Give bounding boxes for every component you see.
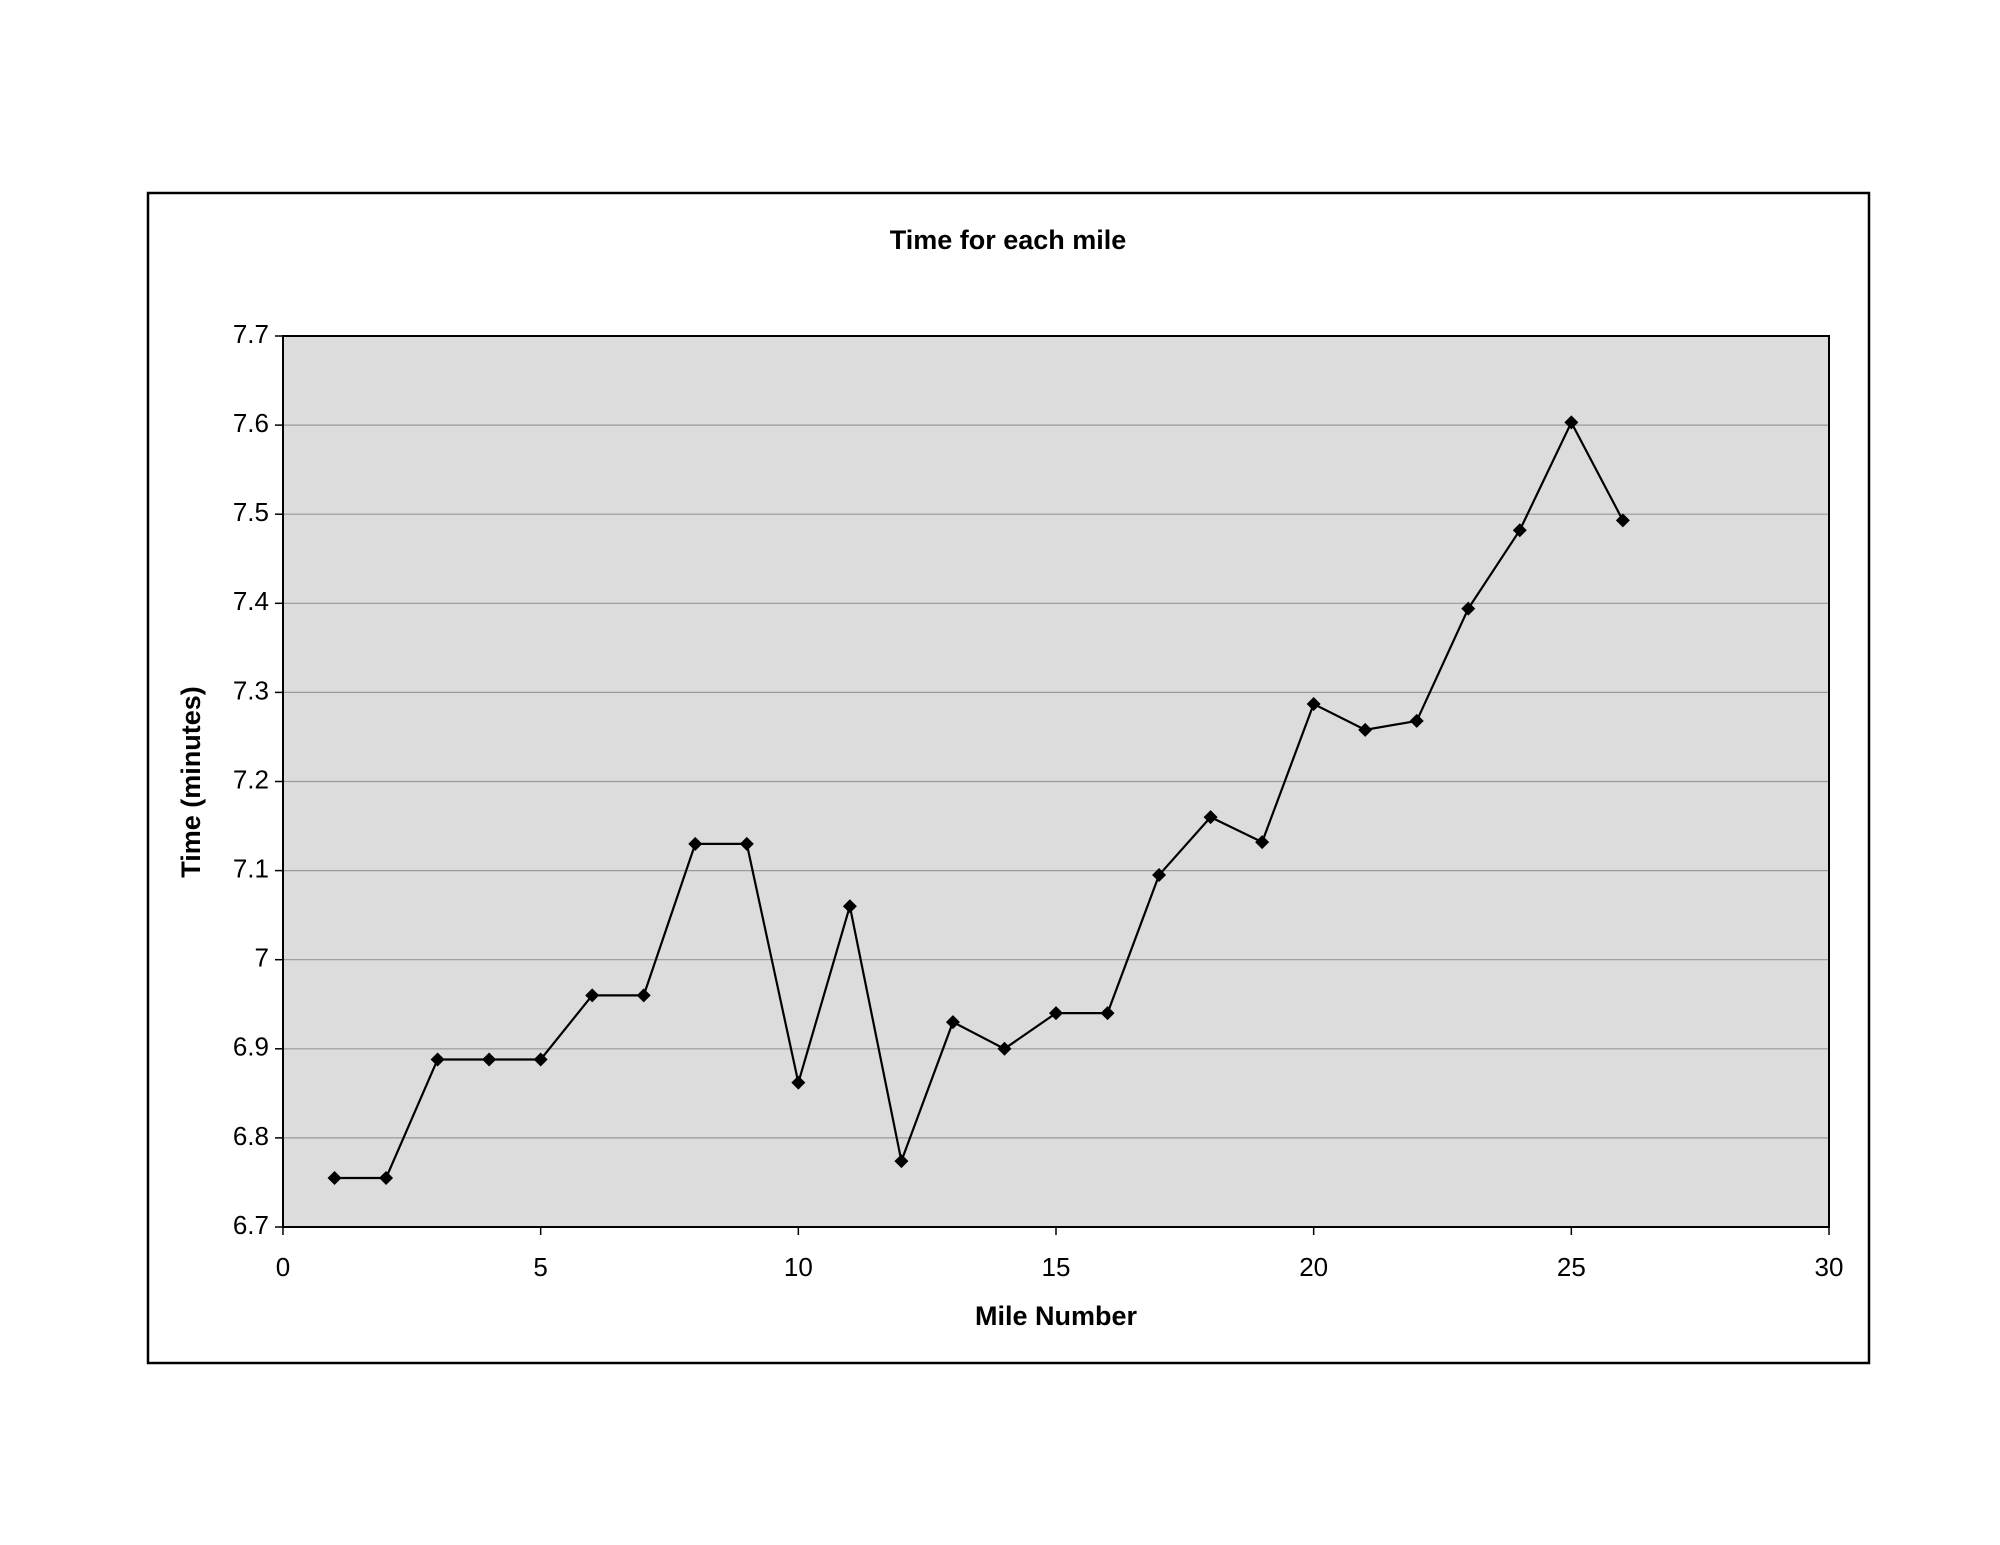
data-point: [1358, 722, 1373, 737]
x-tick-label: 25: [1557, 1252, 1586, 1282]
data-point: [688, 836, 703, 851]
data-point: [1203, 810, 1218, 825]
data-point: [430, 1052, 445, 1067]
data-point: [842, 899, 857, 914]
plot-border: [282, 335, 1830, 1228]
y-tick-label: 7.3: [233, 675, 269, 705]
data-point: [1564, 415, 1579, 430]
data-point: [945, 1015, 960, 1030]
x-tick-label: 15: [1042, 1252, 1071, 1282]
y-tick-label: 7.4: [233, 586, 269, 616]
y-tick-label: 7.1: [233, 853, 269, 883]
x-tick-label: 0: [276, 1252, 290, 1282]
y-tick-label: 6.9: [233, 1032, 269, 1062]
y-axis-label: Time (minutes): [176, 686, 206, 878]
data-point: [482, 1052, 497, 1067]
data-point: [379, 1170, 394, 1185]
chart-title: Time for each mile: [890, 225, 1127, 255]
y-tick-label: 7.5: [233, 497, 269, 527]
data-point: [1306, 696, 1321, 711]
data-point: [997, 1041, 1012, 1056]
data-point: [1100, 1006, 1115, 1021]
data-point: [739, 836, 754, 851]
data-point: [636, 988, 651, 1003]
y-tick-label: 7.6: [233, 408, 269, 438]
y-tick-label: 7: [255, 943, 269, 973]
data-point: [791, 1075, 806, 1090]
data-line: [334, 419, 1624, 1180]
x-tick-label: 30: [1815, 1252, 1844, 1282]
y-tick-label: 7.7: [233, 319, 269, 349]
x-tick-label: 5: [533, 1252, 547, 1282]
y-tick-label: 6.7: [233, 1210, 269, 1240]
data-point: [1409, 713, 1424, 728]
data-point: [1461, 601, 1476, 616]
data-point: [1255, 835, 1270, 850]
data-point: [1512, 523, 1527, 538]
data-point: [1049, 1006, 1063, 1021]
x-tick-label: 20: [1299, 1252, 1328, 1282]
data-point: [1615, 513, 1630, 528]
data-point: [533, 1052, 548, 1067]
x-tick-label: 10: [784, 1252, 813, 1282]
data-point: [585, 988, 600, 1003]
data-point: [327, 1170, 342, 1185]
x-axis-label: Mile Number: [975, 1301, 1138, 1331]
y-tick-label: 6.8: [233, 1121, 269, 1151]
y-tick-label: 7.2: [233, 764, 269, 794]
data-point: [894, 1154, 909, 1169]
data-point: [1152, 868, 1167, 883]
